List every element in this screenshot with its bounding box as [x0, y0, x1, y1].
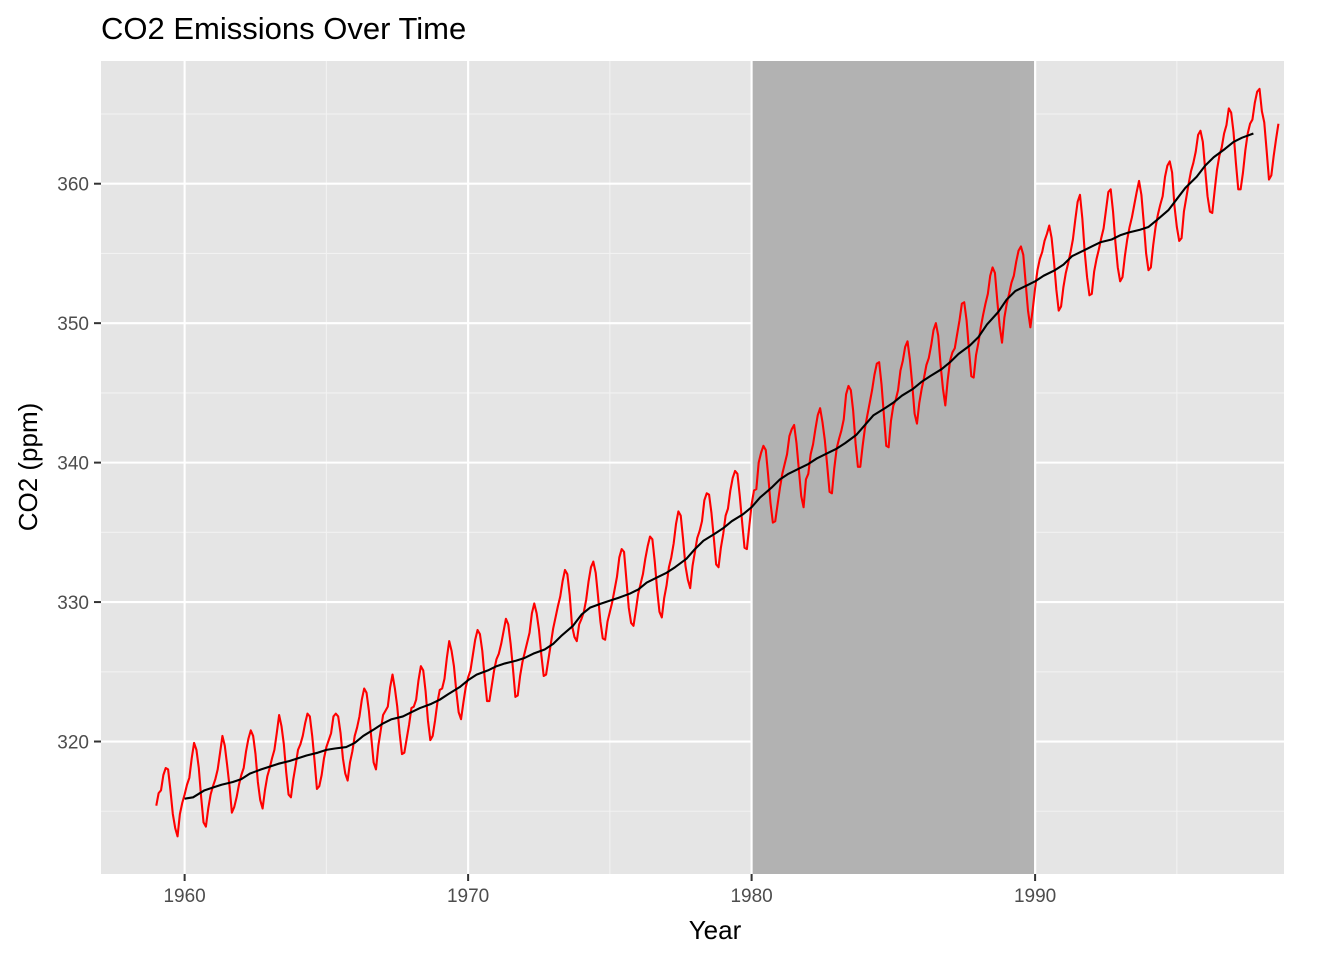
x-tick-label: 1990: [1014, 886, 1056, 907]
plot-panel: [101, 61, 1284, 874]
y-tick-label: 320: [57, 733, 89, 754]
highlight-band-1980-1990: [751, 61, 1036, 874]
minor-gridlines: [101, 61, 1284, 874]
chart-title: CO2 Emissions Over Time: [101, 11, 466, 46]
x-tick-label: 1980: [730, 886, 772, 907]
y-tick-label: 360: [57, 175, 89, 196]
series-line-trend: [184, 132, 1254, 800]
panel-background: [101, 61, 1284, 874]
y-axis: 320 330 340 350 360: [57, 175, 101, 754]
band-gridlines: [750, 61, 1037, 874]
y-tick-label: 350: [57, 314, 89, 335]
y-tick-label: 330: [57, 593, 89, 614]
x-tick-label: 1960: [163, 886, 205, 907]
y-tick-label: 340: [57, 454, 89, 475]
x-axis: 1960 1970 1980 1990: [163, 874, 1056, 907]
x-tick-label: 1970: [447, 886, 489, 907]
y-axis-title: CO2 (ppm): [13, 403, 43, 532]
x-axis-title: Year: [689, 915, 742, 945]
series-line-monthly: [155, 87, 1280, 838]
